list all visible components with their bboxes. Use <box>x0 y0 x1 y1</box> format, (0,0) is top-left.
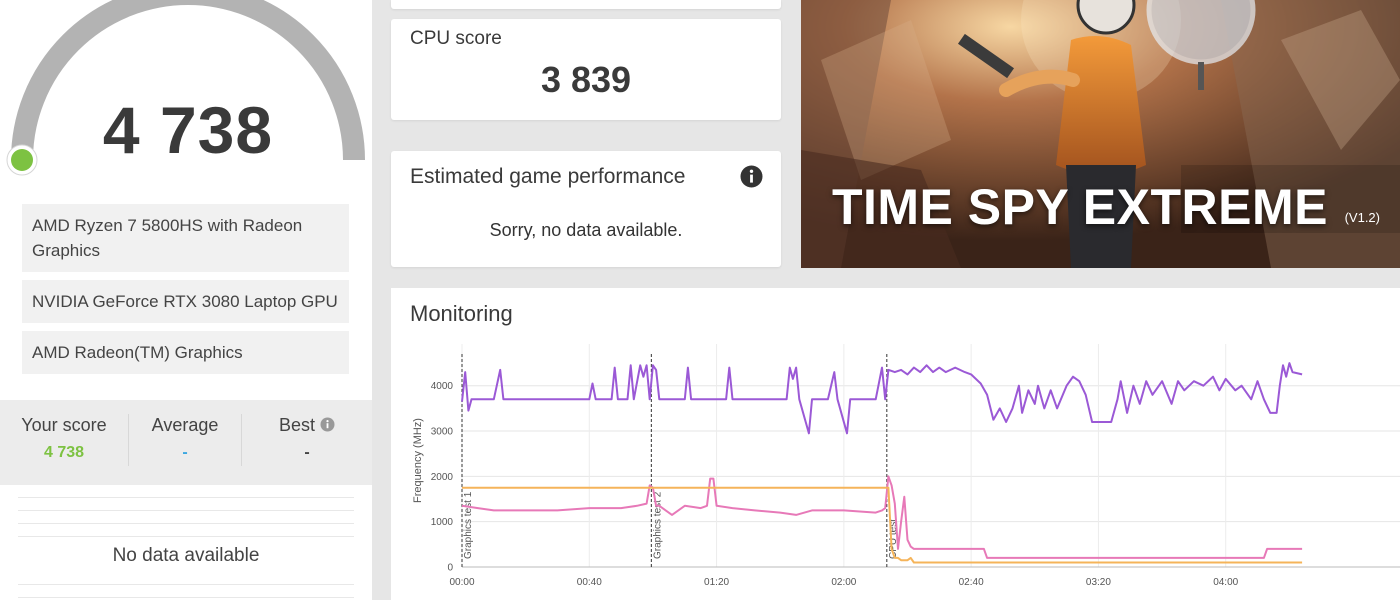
your-score-label: Your score <box>21 415 107 435</box>
no-data-message: Sorry, no data available. <box>489 220 683 240</box>
x-tick-label: 02:40 <box>959 577 984 588</box>
banner-artwork <box>801 0 1400 268</box>
no-data-message: No data available <box>112 545 260 566</box>
x-tick-label: 03:20 <box>1086 577 1111 588</box>
divider <box>241 414 242 466</box>
test-marker-label: Graphics test 2 <box>652 491 663 559</box>
divider <box>18 523 354 524</box>
monitoring-chart: 0 1000 2000 3000 4000 00:00 00:40 01:20 02:00 02:… <box>412 344 1400 588</box>
divider <box>18 597 354 598</box>
x-tick-label: 00:40 <box>577 577 602 588</box>
info-icon[interactable] <box>320 417 335 432</box>
gauge-arc <box>11 0 365 161</box>
best-value: - <box>304 444 310 461</box>
test-marker-label: Graphics test 1 <box>463 491 474 559</box>
left-panel: 4 738 AMD Ryzen 7 5800HS with Radeon Gra… <box>0 0 372 600</box>
top-card-partial <box>391 0 781 9</box>
cpu-score-title: CPU score <box>410 28 502 49</box>
best-col: Best - <box>242 415 372 462</box>
series-line-3 <box>462 486 1303 564</box>
average-value: - <box>182 444 188 461</box>
figure-body <box>1056 36 1146 175</box>
divider <box>18 510 354 511</box>
hardware-item-gpu: NVIDIA GeForce RTX 3080 Laptop GPU <box>22 280 349 323</box>
hardware-item-cpu: AMD Ryzen 7 5800HS with Radeon Graphics <box>22 204 349 272</box>
y-axis-label: Frequency (MHz) <box>412 418 424 503</box>
benchmark-version: (V1.2) <box>1344 210 1380 225</box>
test-marker-label: CPU test <box>888 519 899 559</box>
divider <box>18 536 354 537</box>
average-col: Average - <box>129 415 241 462</box>
game-performance-card: Estimated game performance Sorry, no dat… <box>391 151 781 267</box>
divider <box>128 414 129 466</box>
y-tick-label: 3000 <box>431 427 454 438</box>
score-comparison: Your score 4 738 Average - Best - <box>0 400 372 485</box>
y-tick-label: 2000 <box>431 472 454 483</box>
x-tick-label: 02:00 <box>831 577 856 588</box>
series-line-1 <box>461 362 1303 435</box>
benchmark-banner: TIME SPY EXTREME (V1.2) <box>801 0 1400 268</box>
cpu-score-card: CPU score 3 839 <box>391 19 781 120</box>
x-tick-label: 04:00 <box>1213 577 1238 588</box>
best-header: Best <box>242 415 372 436</box>
info-icon[interactable] <box>740 165 763 188</box>
x-tick-label: 01:20 <box>704 577 729 588</box>
y-tick-label: 0 <box>447 563 453 574</box>
your-score-col: Your score 4 738 <box>0 415 128 462</box>
best-label: Best <box>278 415 315 435</box>
cpu-score-value: 3 839 <box>540 59 632 100</box>
hardware-item-igpu: AMD Radeon(TM) Graphics <box>22 331 349 374</box>
game-performance-title: Estimated game performance <box>410 165 686 188</box>
figure-arm <box>999 69 1080 97</box>
figure-helmet <box>1076 0 1136 35</box>
gauge-knob <box>11 149 33 171</box>
y-tick-label: 1000 <box>431 517 454 528</box>
score-gauge <box>6 0 365 176</box>
overall-score: 4 738 <box>102 93 274 167</box>
figure-legs <box>1066 165 1136 268</box>
your-score-value: 4 738 <box>43 444 85 461</box>
divider <box>18 497 354 498</box>
monitoring-panel: Monitoring 0 1000 2000 3000 4000 00:00 00:40 01… <box>391 288 1400 600</box>
monitoring-title: Monitoring <box>410 301 513 326</box>
benchmark-title: TIME SPY EXTREME <box>831 179 1328 235</box>
x-tick-label: 00:00 <box>449 577 474 588</box>
divider <box>18 584 354 585</box>
figure-pistol <box>957 33 1015 79</box>
y-tick-label: 4000 <box>431 381 454 392</box>
average-label: Average <box>151 415 219 435</box>
series-line-2 <box>461 475 1303 559</box>
